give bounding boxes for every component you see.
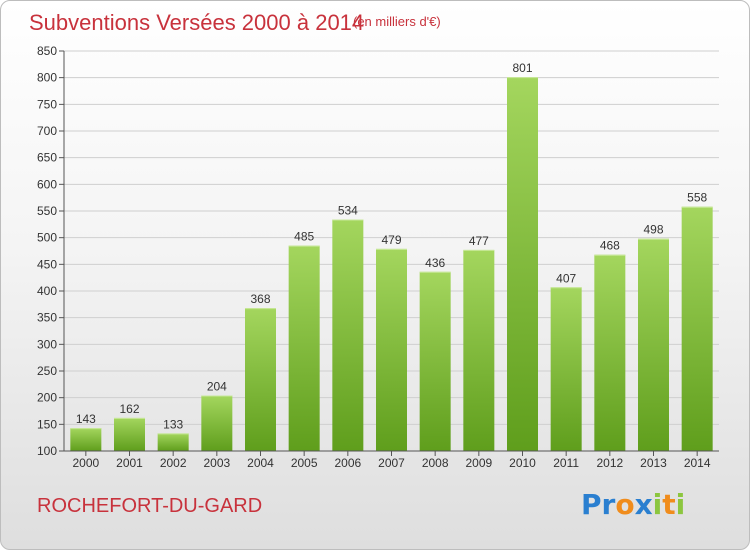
bar	[550, 287, 582, 451]
chart-title: Subventions Versées 2000 à 2014	[29, 10, 365, 35]
bar	[70, 428, 102, 451]
data-label: 368	[250, 292, 270, 306]
x-tick-label: 2004	[247, 456, 274, 470]
y-tick-label: 750	[37, 97, 57, 111]
data-label: 485	[294, 230, 314, 244]
logo-letter: t	[662, 488, 676, 521]
bar	[157, 433, 189, 451]
bar	[507, 77, 538, 451]
data-label: 407	[556, 271, 576, 285]
x-tick-label: 2000	[72, 456, 99, 470]
y-tick-label: 500	[37, 231, 57, 245]
x-tick-label: 2003	[203, 456, 230, 470]
x-tick-label: 2002	[160, 456, 187, 470]
logo-letter: P	[581, 488, 602, 521]
proxiti-logo: Proxiti	[581, 488, 685, 521]
logo-letter: i	[652, 488, 663, 521]
y-tick-label: 100	[37, 444, 57, 458]
y-tick-label: 700	[37, 124, 57, 138]
y-tick-label: 450	[37, 257, 57, 271]
data-label: 468	[600, 239, 620, 253]
bar	[332, 219, 364, 451]
y-tick-label: 250	[37, 364, 57, 378]
logo-letter: i	[675, 488, 686, 521]
data-label: 162	[119, 402, 139, 416]
x-tick-label: 2011	[553, 456, 579, 470]
bar	[463, 249, 495, 451]
logo-letter: r	[601, 488, 616, 521]
city-name: ROCHEFORT-DU-GARD	[37, 495, 263, 517]
y-tick-label: 200	[37, 391, 57, 405]
bar	[638, 238, 669, 451]
logo-letter: x	[634, 488, 653, 521]
x-tick-label: 2007	[378, 456, 405, 470]
bar	[681, 206, 713, 451]
x-tick-label: 2008	[422, 456, 449, 470]
y-tick-label: 150	[37, 417, 57, 431]
y-tick-label: 300	[37, 337, 57, 351]
bar	[201, 395, 233, 451]
x-tick-label: 2013	[640, 456, 667, 470]
y-tick-label: 600	[37, 177, 57, 191]
y-tick-label: 850	[37, 44, 57, 58]
logo-letter: o	[615, 488, 635, 521]
x-tick-label: 2009	[465, 456, 492, 470]
chart-subtitle: (en milliers d'€)	[353, 14, 441, 29]
bar	[245, 308, 276, 451]
data-label: 534	[338, 204, 358, 218]
x-tick-label: 2001	[116, 456, 143, 470]
x-tick-label: 2014	[684, 456, 711, 470]
x-tick-label: 2012	[596, 456, 623, 470]
y-tick-label: 400	[37, 284, 57, 298]
x-tick-label: 2005	[291, 456, 318, 470]
data-label: 477	[469, 234, 489, 248]
bar	[376, 248, 407, 451]
y-tick-label: 800	[37, 71, 57, 85]
data-label: 204	[207, 380, 227, 394]
x-tick-label: 2006	[334, 456, 361, 470]
bar	[288, 245, 320, 451]
y-tick-label: 550	[37, 204, 57, 218]
x-tick-label: 2010	[509, 456, 536, 470]
data-label: 498	[643, 223, 663, 237]
bar	[594, 254, 626, 451]
data-label: 436	[425, 256, 445, 270]
data-label: 133	[163, 417, 183, 431]
y-tick-label: 350	[37, 311, 57, 325]
data-label: 558	[687, 191, 707, 205]
y-tick-label: 650	[37, 151, 57, 165]
bar	[419, 271, 451, 451]
data-label: 143	[76, 412, 96, 426]
data-label: 801	[512, 61, 532, 75]
bar	[114, 417, 145, 451]
data-label: 479	[381, 233, 401, 247]
